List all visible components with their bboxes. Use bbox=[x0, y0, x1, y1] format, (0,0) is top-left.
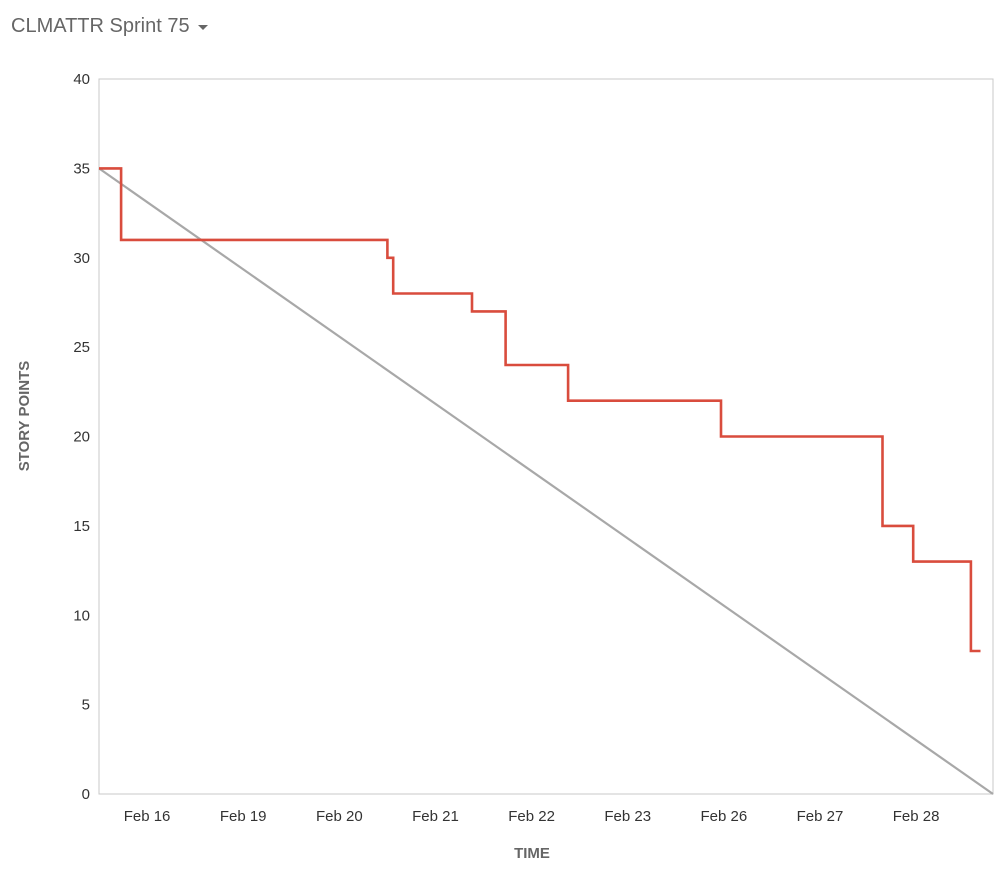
sprint-name: CLMATTR Sprint 75 bbox=[11, 14, 190, 37]
y-tick-label: 5 bbox=[82, 697, 90, 714]
y-axis-label: STORY POINTS bbox=[16, 361, 33, 472]
y-tick-label: 30 bbox=[73, 250, 90, 267]
x-tick-label: Feb 27 bbox=[797, 808, 844, 825]
x-tick-label: Feb 28 bbox=[893, 808, 940, 825]
remaining-work-series bbox=[99, 167, 981, 653]
x-tick-label: Feb 16 bbox=[124, 808, 171, 825]
x-tick-labels: Feb 16 Feb 19 Feb 20 Feb 21 Feb 22 Feb 23 Feb … bbox=[124, 808, 940, 825]
y-tick-label: 15 bbox=[73, 518, 90, 535]
y-tick-label: 35 bbox=[73, 160, 90, 177]
x-tick-label: Feb 26 bbox=[700, 808, 747, 825]
sprint-selector[interactable]: CLMATTR Sprint 75 bbox=[11, 12, 208, 40]
x-tick-label: Feb 22 bbox=[508, 808, 555, 825]
x-tick-label: Feb 21 bbox=[412, 808, 459, 825]
y-tick-label: 0 bbox=[82, 786, 90, 803]
x-tick-label: Feb 20 bbox=[316, 808, 363, 825]
x-tick-label: Feb 19 bbox=[220, 808, 267, 825]
y-tick-label: 40 bbox=[73, 71, 90, 88]
y-tick-label: 25 bbox=[73, 339, 90, 356]
caret-down-icon[interactable] bbox=[197, 24, 208, 30]
x-tick-label: Feb 23 bbox=[604, 808, 651, 825]
y-tick-label: 10 bbox=[73, 607, 90, 624]
guideline-series bbox=[98, 167, 994, 795]
plot-frame bbox=[98, 78, 994, 795]
y-tick-labels: 0 5 10 15 20 25 30 35 40 bbox=[73, 71, 90, 803]
x-axis-label: TIME bbox=[514, 845, 550, 862]
series-layer bbox=[98, 167, 994, 795]
y-tick-label: 20 bbox=[73, 429, 90, 446]
